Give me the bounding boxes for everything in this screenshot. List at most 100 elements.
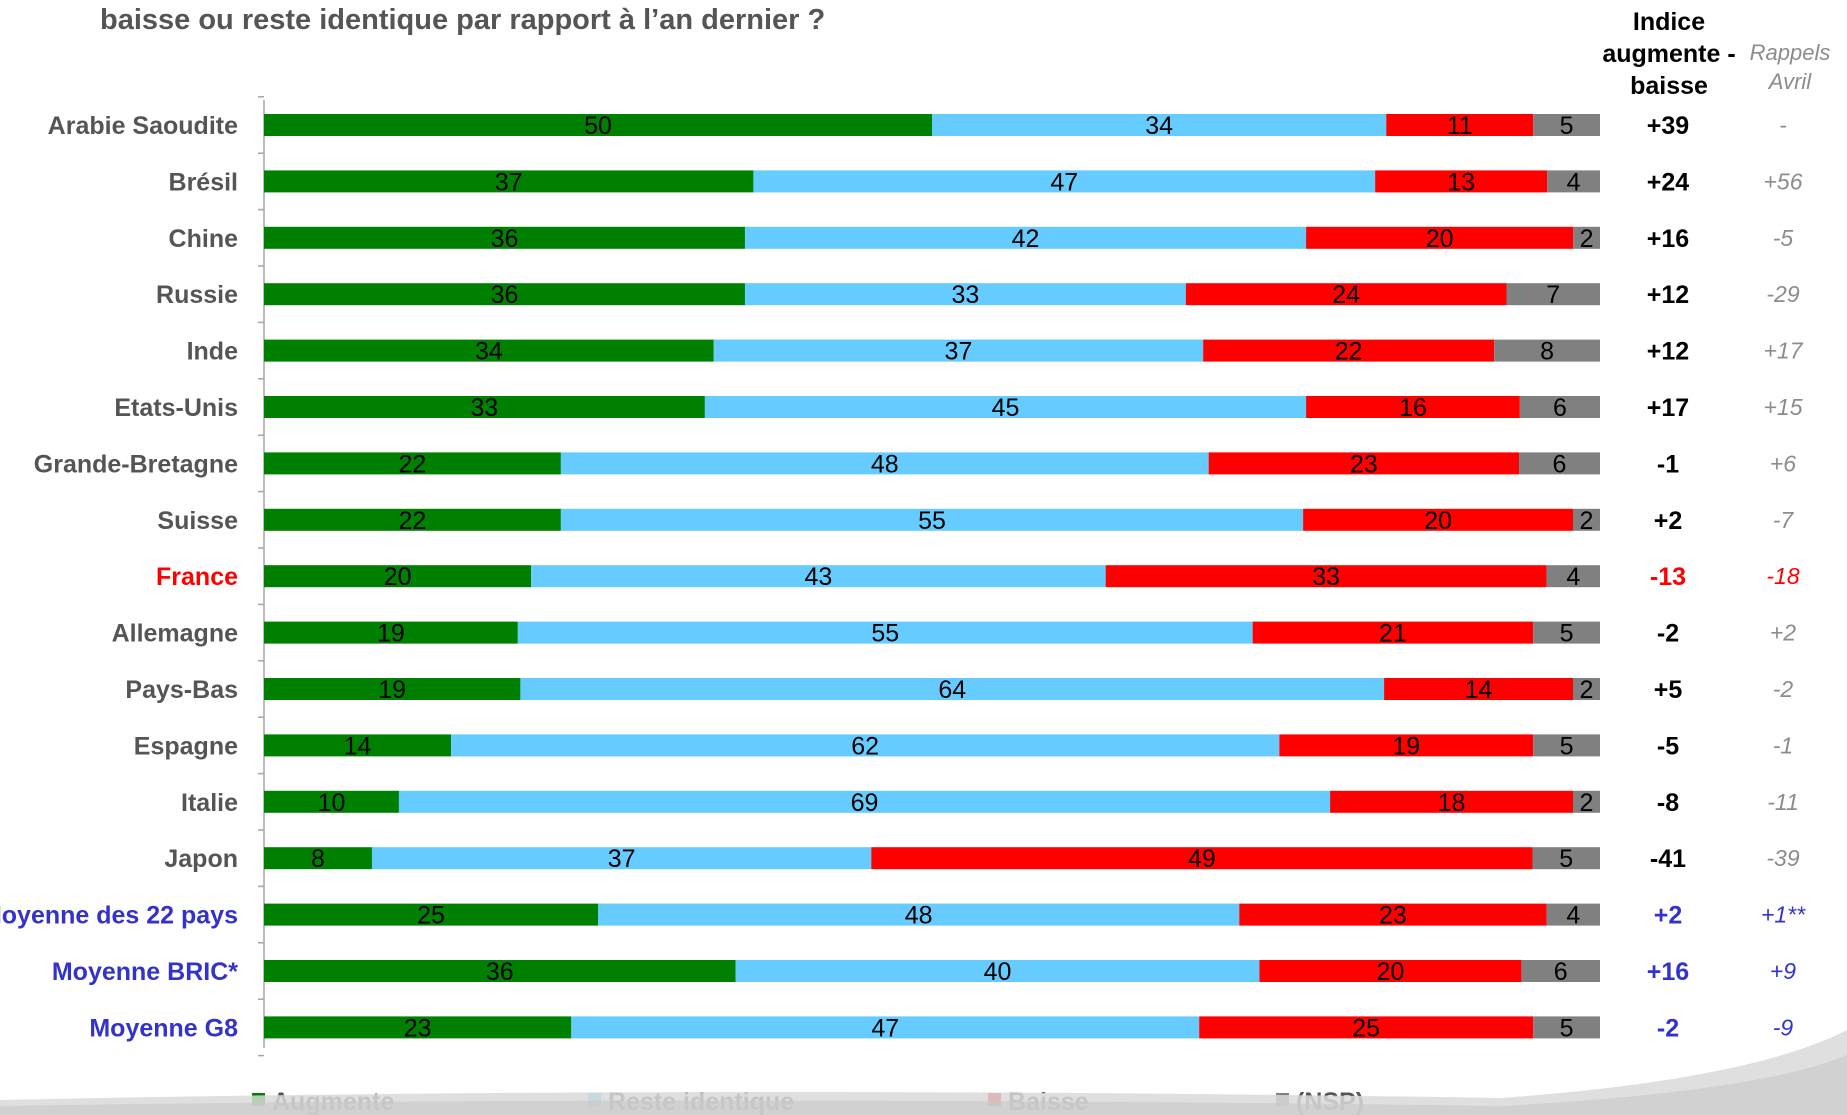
bar-segment <box>264 170 754 193</box>
bar-row: 20 43 33 4 <box>264 563 1600 591</box>
bar-segment <box>264 790 399 813</box>
segment-value-label: 6 <box>1554 958 1568 986</box>
rappel-value: +6 <box>1770 450 1796 476</box>
bar-segment <box>264 226 745 249</box>
indice-value: -2 <box>1657 620 1679 648</box>
bar-row: 8 37 49 5 <box>264 845 1600 873</box>
rappel-value: +56 <box>1763 168 1802 194</box>
rappel-value: +15 <box>1763 394 1802 420</box>
bar-segment <box>264 903 598 926</box>
segment-value-label: 49 <box>1188 845 1216 873</box>
category-label: Moyenne G8 <box>89 1014 238 1042</box>
bar-segment <box>1533 734 1600 757</box>
rappel-values: - +56 -5 -29 +17 +15 +6 -7 -18 +2 -2 -1 -11 -39 +1** +9… <box>1761 112 1806 1040</box>
segment-value-label: 48 <box>905 902 933 930</box>
segment-value-label: 13 <box>1447 168 1475 196</box>
chart-legend: Augmente Reste identique Baisse (NSP) <box>252 1088 1364 1115</box>
legend-swatch <box>588 1093 601 1106</box>
indice-value: -41 <box>1650 845 1686 873</box>
rappel-value: +17 <box>1763 338 1803 364</box>
indice-value: +17 <box>1647 394 1689 422</box>
segment-value-label: 5 <box>1560 732 1574 760</box>
rappel-value: +9 <box>1770 958 1796 984</box>
segment-value-label: 33 <box>1312 563 1340 591</box>
rappel-value: -29 <box>1766 281 1799 307</box>
segment-value-label: 24 <box>1332 281 1360 309</box>
segment-value-label: 4 <box>1566 563 1580 591</box>
segment-value-label: 2 <box>1580 789 1594 817</box>
indice-value: +16 <box>1647 225 1689 253</box>
segment-value-label: 37 <box>608 845 636 873</box>
category-label: Moyenne BRIC* <box>52 958 238 986</box>
segment-value-label: 50 <box>584 112 612 140</box>
bar-segment <box>1494 339 1600 362</box>
indice-value: +39 <box>1647 112 1689 140</box>
bar-row: 22 55 20 2 <box>264 507 1600 535</box>
segment-value-label: 36 <box>491 225 519 253</box>
segment-value-label: 8 <box>1540 338 1554 366</box>
rappel-value: -2 <box>1773 676 1794 702</box>
segment-value-label: 2 <box>1580 676 1594 704</box>
bar-segment <box>264 452 561 475</box>
rappel-value: - <box>1779 112 1787 138</box>
bar-segment <box>1532 847 1600 870</box>
segment-value-label: 22 <box>1335 338 1363 366</box>
segment-value-label: 16 <box>1399 394 1427 422</box>
bar-segment <box>264 283 745 306</box>
bar-segment <box>1519 396 1600 418</box>
segment-value-label: 20 <box>1377 958 1405 986</box>
indice-value: -8 <box>1657 789 1679 817</box>
segment-value-label: 19 <box>377 620 405 648</box>
bar-segment <box>753 170 1376 193</box>
bar-row: 36 42 20 2 <box>264 225 1600 253</box>
legend-item: Baisse <box>988 1088 1089 1115</box>
rappel-value: -5 <box>1773 225 1794 251</box>
bar-segment <box>1546 903 1600 926</box>
segment-value-label: 11 <box>1447 112 1473 140</box>
segment-value-label: 5 <box>1560 112 1574 140</box>
segment-value-label: 21 <box>1379 620 1407 648</box>
indice-value: +12 <box>1647 281 1689 309</box>
indice-value: +16 <box>1647 958 1689 986</box>
segment-value-label: 37 <box>945 338 973 366</box>
legend-label: Baisse <box>1008 1088 1089 1115</box>
bar-segment <box>264 508 561 531</box>
segment-value-label: 5 <box>1559 845 1573 873</box>
bar-segment <box>735 960 1260 982</box>
segment-value-label: 23 <box>404 1014 432 1042</box>
segment-value-label: 25 <box>1352 1014 1380 1042</box>
bar-rows: 50 34 11 537 47 13 436 42 20 236 33 24 734 37 22 833 45 1… <box>264 112 1600 1042</box>
category-label: Inde <box>187 338 238 366</box>
bar-segment <box>744 226 1307 249</box>
segment-value-label: 6 <box>1553 450 1567 478</box>
bar-segment <box>1573 226 1600 249</box>
segment-value-label: 22 <box>399 507 427 535</box>
legend-item: Reste identique <box>588 1088 794 1115</box>
category-label: Grande-Bretagne <box>34 450 238 478</box>
segment-value-label: 36 <box>491 281 519 309</box>
bar-row: 14 62 19 5 <box>264 732 1600 760</box>
category-label: Russie <box>156 281 238 309</box>
segment-value-label: 47 <box>1050 168 1078 196</box>
indice-value: +24 <box>1647 168 1690 196</box>
segment-value-label: 25 <box>417 902 445 930</box>
segment-value-label: 45 <box>992 394 1020 422</box>
bar-segment <box>598 903 1240 926</box>
legend-label: Reste identique <box>608 1088 794 1115</box>
bar-row: 23 47 25 5 <box>264 1014 1600 1042</box>
bar-segment <box>1239 903 1547 926</box>
segment-value-label: 23 <box>1379 902 1407 930</box>
segment-value-label: 20 <box>1426 225 1454 253</box>
bar-segment <box>560 452 1209 475</box>
rappel-value: +2 <box>1770 620 1796 646</box>
rappel-value: -7 <box>1773 507 1795 533</box>
category-label: Pays-Bas <box>125 676 238 704</box>
indice-value: -5 <box>1657 732 1679 760</box>
bar-segment <box>1306 396 1520 418</box>
segment-value-label: 62 <box>851 732 879 760</box>
segment-value-label: 23 <box>1350 450 1378 478</box>
legend-swatch <box>252 1093 265 1106</box>
bar-segment <box>1573 678 1600 700</box>
bar-segment <box>264 396 705 418</box>
bar-segment <box>871 847 1533 870</box>
